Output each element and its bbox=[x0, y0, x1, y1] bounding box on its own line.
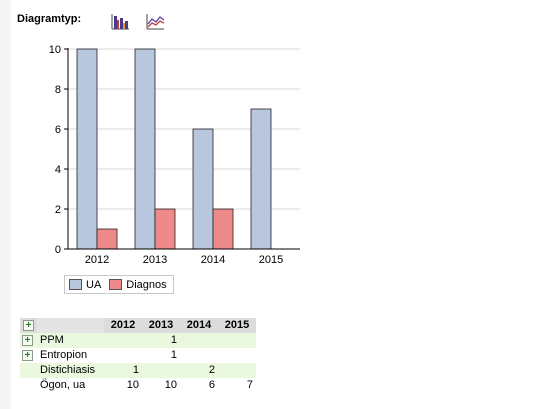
table-corner bbox=[37, 318, 104, 333]
row-expander-cell: + bbox=[20, 333, 37, 348]
y-tick-label: 0 bbox=[55, 244, 61, 256]
table-cell bbox=[218, 363, 256, 378]
bar-ua bbox=[250, 108, 272, 250]
y-tick-label: 8 bbox=[55, 84, 61, 96]
x-tick-label: 2014 bbox=[201, 254, 225, 266]
table-cell bbox=[180, 333, 218, 348]
legend-item-diagnos: Diagnos bbox=[109, 278, 167, 291]
table-header-row: + 2012 2013 2014 2015 bbox=[20, 318, 256, 333]
bar-diagnos bbox=[212, 208, 234, 250]
table-cell: 6 bbox=[208, 379, 215, 391]
table-cell: 1 bbox=[104, 363, 142, 378]
x-tick-label: 2015 bbox=[259, 254, 283, 266]
expand-row-button[interactable]: + bbox=[22, 349, 33, 361]
table-row: Ögon, ua 10 10 6 7 bbox=[20, 378, 256, 393]
table-row: + PPM 1 bbox=[20, 333, 256, 348]
legend-swatch-ua bbox=[69, 279, 82, 290]
table-cell bbox=[218, 333, 256, 348]
row-label: Distichiasis bbox=[37, 363, 104, 378]
bar-chart-icon[interactable] bbox=[110, 12, 130, 32]
line-chart-icon[interactable] bbox=[145, 12, 165, 32]
table-cell bbox=[104, 348, 142, 363]
table-cell: 10 bbox=[164, 379, 177, 391]
row-label: PPM bbox=[37, 333, 104, 348]
x-tick-label: 2013 bbox=[143, 254, 167, 266]
expand-all-button[interactable]: + bbox=[23, 319, 34, 331]
row-expander-cell: + bbox=[20, 348, 37, 363]
table-cell: 10 bbox=[126, 379, 139, 391]
table-cell: 1 bbox=[170, 349, 177, 361]
column-header: 2015 bbox=[218, 318, 256, 333]
bar-diagnos bbox=[96, 228, 118, 250]
expand-all-cell: + bbox=[20, 318, 37, 333]
bar-ua bbox=[134, 48, 156, 250]
left-panel-strip bbox=[0, 0, 11, 409]
legend-item-ua: UA bbox=[69, 279, 101, 291]
table-row: Distichiasis 1 2 bbox=[20, 363, 256, 378]
table-cell: 1 bbox=[142, 333, 180, 348]
expand-row-button[interactable]: + bbox=[22, 334, 33, 346]
row-expander-cell bbox=[20, 378, 37, 393]
table-cell: 7 bbox=[246, 379, 253, 391]
table-cell bbox=[218, 348, 256, 363]
legend-swatch-diagnos bbox=[109, 279, 123, 290]
chart-legend: UA Diagnos bbox=[64, 275, 174, 294]
column-header: 2014 bbox=[180, 318, 218, 333]
bar-ua bbox=[192, 128, 214, 250]
y-tick-label: 2 bbox=[55, 204, 61, 216]
row-label: Entropion bbox=[40, 349, 88, 361]
x-tick-label: 2012 bbox=[85, 254, 109, 266]
table-row: + Entropion 1 bbox=[20, 348, 256, 363]
bar-diagnos bbox=[154, 208, 176, 250]
row-expander-cell bbox=[20, 363, 37, 378]
legend-label-ua: UA bbox=[86, 278, 102, 291]
chart-type-label: Diagramtyp: bbox=[17, 13, 82, 25]
y-tick-label: 4 bbox=[55, 164, 61, 176]
table-cell bbox=[180, 348, 218, 363]
column-header: 2012 bbox=[104, 318, 142, 333]
bar-ua bbox=[76, 48, 98, 250]
table-cell bbox=[104, 333, 142, 348]
table-cell bbox=[142, 363, 180, 378]
legend-label-diagnos: Diagnos bbox=[126, 278, 167, 291]
table-cell: 2 bbox=[180, 363, 218, 378]
pivot-table: + 2012 2013 2014 2015 + PPM 1 + Entropio… bbox=[20, 318, 256, 393]
column-header: 2013 bbox=[142, 318, 180, 333]
y-tick-label: 6 bbox=[55, 124, 61, 136]
row-label: Ögon, ua bbox=[40, 379, 86, 391]
y-tick-label: 10 bbox=[49, 44, 61, 56]
